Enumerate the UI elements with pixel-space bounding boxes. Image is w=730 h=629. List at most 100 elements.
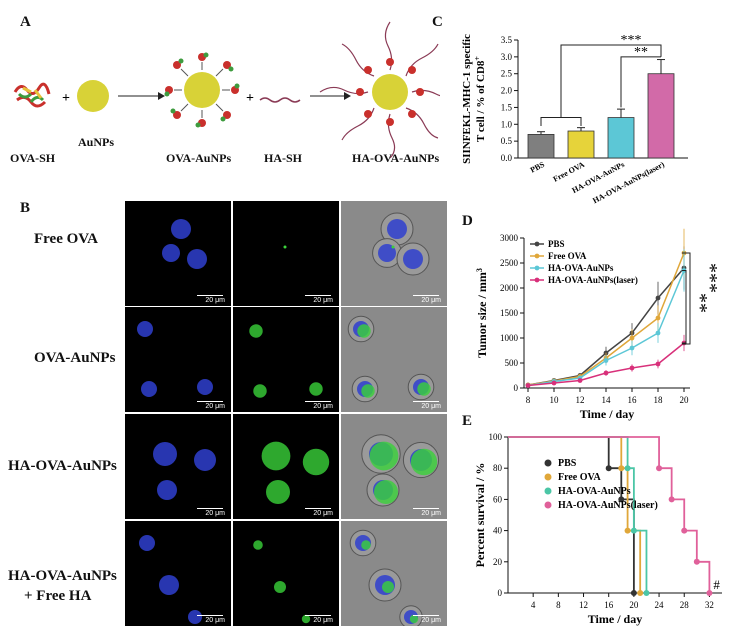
nucleus: [153, 442, 177, 466]
ova-aunp-particle: [164, 52, 240, 128]
scale-bar-label: 20 μm: [205, 617, 225, 624]
panel-b-letter: B: [20, 200, 31, 216]
dapi-image: 20 μm: [125, 414, 231, 519]
green-signal: [374, 480, 398, 504]
row-label-plus-free-ha: + Free HA: [24, 588, 92, 604]
data-point: [655, 315, 661, 321]
legend-marker: [534, 253, 540, 259]
overlay-image: 20 μm: [341, 307, 447, 412]
panel-d-letter: D: [462, 213, 473, 229]
x-tick-label: 20: [629, 600, 639, 610]
nucleus: [387, 219, 407, 239]
data-point: [624, 527, 631, 534]
legend-label: PBS: [548, 239, 565, 249]
ha-chain: [259, 97, 301, 103]
green-signal: [357, 324, 371, 338]
sig-label-1: ***: [699, 263, 721, 293]
scale-bar: [305, 508, 331, 509]
survival-curve: [508, 436, 648, 593]
y-tick-label: 1.5: [501, 102, 513, 112]
ova-protein-icon: [13, 82, 51, 108]
data-point: [630, 527, 637, 534]
scale-bar: [197, 401, 223, 402]
green-signal: [410, 448, 438, 476]
x-tick-label: 10: [550, 395, 560, 405]
label-ha-sh: HA-SH: [264, 151, 303, 165]
scale-bar-label: 20 μm: [421, 403, 441, 410]
nucleus: [159, 575, 179, 595]
nucleus: [139, 535, 155, 551]
ha-ova-aunp-particle: [319, 21, 440, 159]
row-label-ova-aunps: OVA-AuNPs: [34, 350, 116, 366]
scale-bar-label: 20 μm: [421, 617, 441, 624]
y-tick-label: 60: [493, 494, 503, 504]
nucleus: [197, 379, 213, 395]
scale-bar: [305, 615, 331, 616]
scale-bar: [413, 401, 439, 402]
overlay-image: 20 μm: [341, 201, 447, 306]
label-ha-ova-aunps: HA-OVA-AuNPs: [352, 151, 440, 165]
y-tick-label: 500: [505, 358, 519, 368]
fitc-image: 20 μm: [233, 521, 339, 626]
legend-label: HA-OVA-AuNPs(laser): [548, 275, 638, 285]
data-point: [605, 465, 612, 472]
green-signal: [382, 581, 394, 593]
x-tick-label: 12: [579, 600, 588, 610]
bracket-sig2: [620, 56, 661, 108]
label-aunps: AuNPs: [78, 135, 115, 149]
legend-label: HA-OVA-AuNPs: [558, 486, 631, 497]
x-tick-label: 32: [705, 600, 714, 610]
chart-c: 0.0 0.5 1.0 1.5 2.0 2.5 3.0 3.5 PBS Free OVAHA-OV…: [461, 33, 688, 205]
row-label-ha-ova-aunps-free-ha: HA-OVA-AuNPs: [8, 568, 117, 584]
scale-bar: [197, 508, 223, 509]
y-tick-label: 2.0: [501, 86, 513, 96]
data-point: [643, 590, 650, 596]
data-point: [577, 378, 583, 383]
sig-label-2: **: [689, 293, 711, 313]
legend-marker: [544, 487, 552, 495]
data-point: [618, 496, 625, 503]
y-tick-label: 0: [498, 588, 503, 598]
aunp-particle: [77, 80, 109, 112]
chart-d: 0 500 1000 1500 2000 2500 3000 8 10 12 14 16 18 20 PBS…: [475, 228, 721, 421]
overlay-image: 20 μm: [341, 521, 447, 626]
legend-label: PBS: [558, 458, 577, 469]
y-axis-label-sup: +: [473, 56, 482, 61]
scale-bar-label: 20 μm: [313, 297, 333, 304]
legend-label: HA-OVA-AuNPs(laser): [558, 500, 658, 511]
data-point: [655, 361, 661, 367]
data-point: [603, 370, 609, 376]
y-tick-label: 3000: [500, 233, 519, 243]
data-point: [551, 380, 557, 386]
data-point: [693, 558, 700, 565]
nucleus: [194, 449, 216, 471]
green-signal: [361, 540, 371, 550]
data-point: [525, 383, 531, 388]
bracket-sig1: [560, 44, 662, 118]
fitc-image: 20 μm: [233, 414, 339, 519]
scale-bar-label: 20 μm: [205, 297, 225, 304]
x-tick-label: 16: [604, 600, 614, 610]
scale-bar-label: 20 μm: [205, 510, 225, 517]
data-point: [603, 358, 609, 363]
x-tick-label: 24: [655, 600, 665, 610]
data-point: [706, 590, 713, 596]
y-tick-label: 0.5: [501, 136, 513, 146]
x-tick-label: Free OVA: [552, 160, 587, 184]
row-label-ha-ova-aunps: HA-OVA-AuNPs: [8, 458, 117, 474]
x-tick-label: 12: [576, 395, 585, 405]
scale-bar: [197, 295, 223, 296]
y-tick-label: 0: [514, 383, 519, 393]
x-tick-label: 8: [526, 395, 531, 405]
nucleus: [403, 249, 423, 269]
dapi-image: 20 μm: [125, 521, 231, 626]
legend-marker: [544, 501, 552, 509]
y-tick-label: 80: [493, 463, 503, 473]
legend-marker: [534, 265, 540, 271]
sig-label-2: **: [634, 45, 648, 60]
green-signal: [409, 614, 419, 624]
x-tick-label: 20: [680, 395, 690, 405]
row-label-free-ova: Free OVA: [34, 231, 99, 247]
legend-label: HA-OVA-AuNPs: [548, 263, 614, 273]
y-axis-label-2: T cell / % of CD8+: [473, 56, 488, 142]
